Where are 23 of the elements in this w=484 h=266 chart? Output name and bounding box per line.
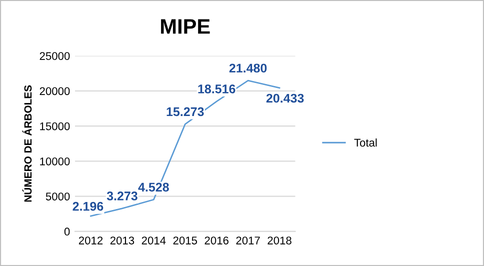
legend-label: Total [354,138,377,147]
data-label: 18.516 [198,84,236,94]
x-tick-label: 2017 [236,236,260,244]
x-tick-label: 2012 [78,236,103,244]
y-tick-label: 20000 [40,87,70,96]
data-label: 3.273 [106,192,138,200]
x-tick-label: 2018 [268,236,292,244]
x-tick-label: 2013 [110,236,134,244]
y-tick-label: 15000 [40,122,70,130]
chart-title: MIPE [161,19,210,34]
data-label: 2.196 [72,202,104,211]
y-tick-label: 10000 [40,157,70,166]
data-label: 21.480 [229,64,267,73]
x-tick-label: 2014 [142,236,166,244]
y-tick-label: 5000 [46,192,70,200]
x-tick-label: 2016 [204,236,228,244]
data-label: 20.433 [266,94,304,103]
data-label: 15.273 [166,107,204,116]
y-axis-title: NÚMERO DE ÁRBOLES [22,85,32,202]
x-tick-label: 2015 [173,236,198,244]
data-label: 4.528 [138,182,169,192]
y-tick-label: 25000 [40,52,70,60]
y-tick-label: 0 [64,228,70,236]
